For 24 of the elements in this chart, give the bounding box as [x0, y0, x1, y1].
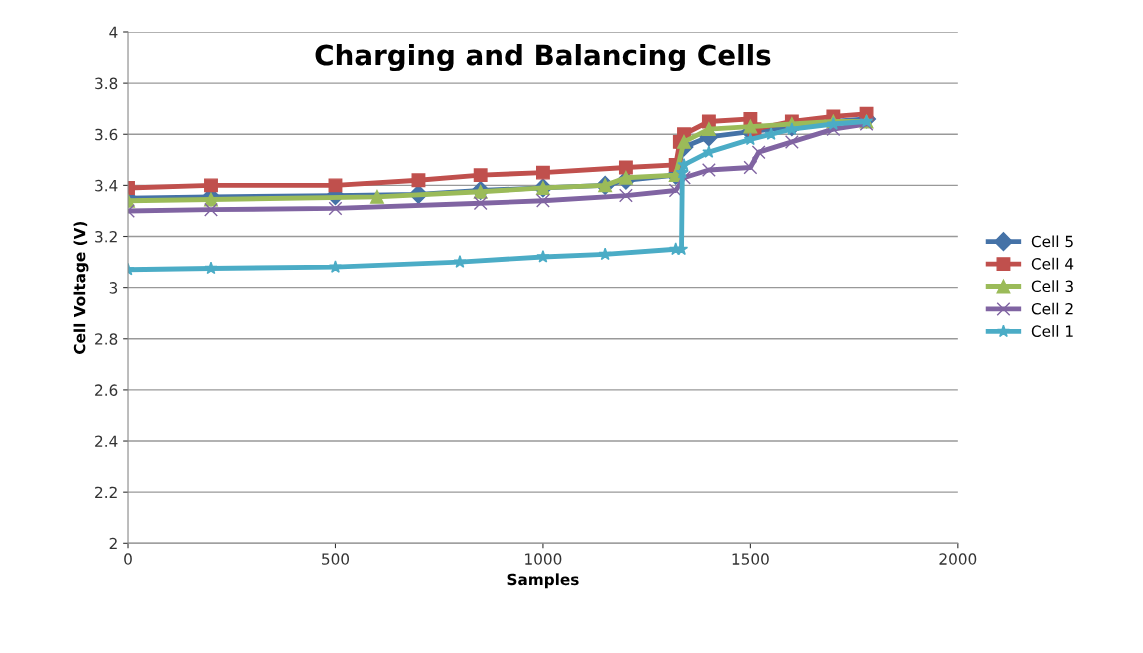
y-tick-label: 2.2: [95, 486, 117, 498]
x-axis-title: Samples: [507, 573, 579, 589]
y-tick-label: 2.4: [95, 435, 118, 447]
x-tick-label: 0: [124, 553, 132, 565]
y-tick-label: 3.2: [95, 230, 117, 243]
legend-label: Cell 1: [1031, 325, 1073, 337]
legend-label: Cell 5: [1031, 235, 1073, 248]
legend-label: Cell 3: [1031, 280, 1073, 293]
y-tick-label: 3.8: [95, 77, 118, 90]
x-tick-label: 1500: [732, 553, 769, 565]
x-tick-label: 2000: [939, 553, 977, 565]
y-tick-label: 3: [109, 282, 118, 294]
y-tick-label: 4: [109, 26, 118, 38]
legend-label: Cell 4: [1031, 257, 1074, 270]
x-tick-label: 500: [322, 553, 350, 565]
y-axis-title: Cell Voltage (V): [73, 221, 89, 354]
y-tick-label: 2.6: [95, 384, 118, 396]
chart-title: Charging and Balancing Cells: [315, 44, 771, 72]
y-tick-label: 3.6: [95, 128, 118, 141]
y-tick-label: 3.4: [95, 179, 118, 192]
x-tick-label: 1000: [525, 553, 562, 565]
y-tick-label: 2: [109, 537, 117, 550]
legend-label: Cell 2: [1031, 302, 1073, 315]
y-tick-label: 2.8: [95, 333, 118, 345]
